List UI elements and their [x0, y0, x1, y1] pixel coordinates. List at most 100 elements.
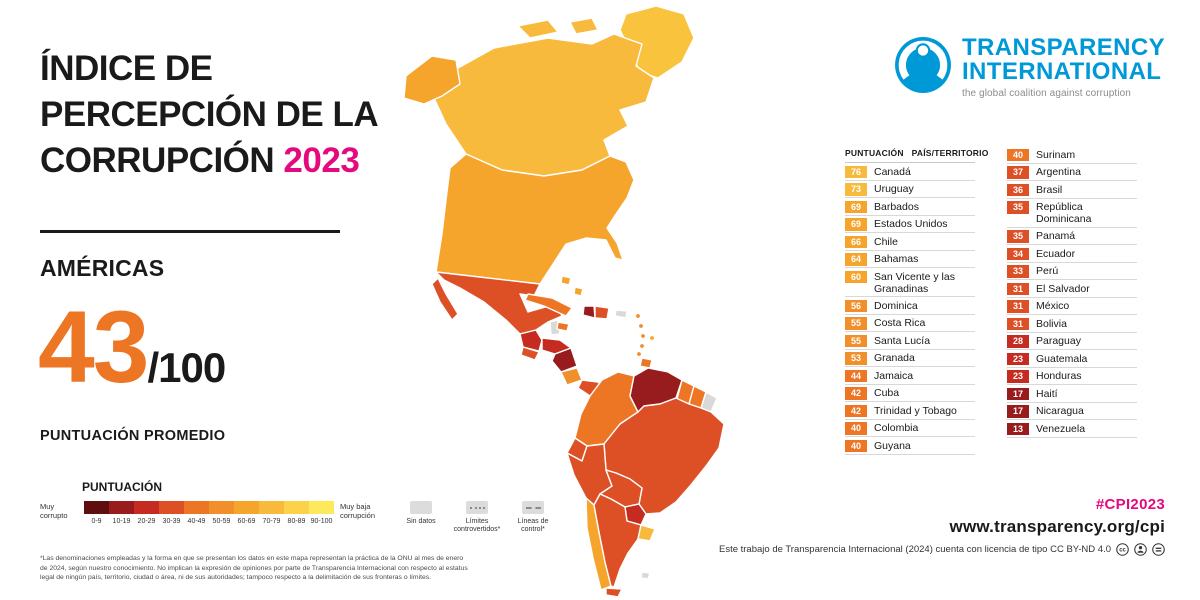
map-region-nicaragua — [551, 347, 578, 373]
table-row: 17 Haití — [1007, 385, 1137, 403]
logo-tagline: the global coalition against corruption — [961, 88, 1131, 99]
table-row: 56 Dominica — [845, 297, 975, 315]
map-region-cuba — [524, 293, 573, 317]
scale-bucket-40-49 — [184, 501, 209, 514]
legend-low-label: Muy corrupto — [40, 502, 68, 520]
table-header-country: PAÍS/TERRITORIO — [911, 148, 989, 158]
map-region-bahamas — [573, 286, 584, 297]
average-score: 43 /100 — [38, 290, 226, 404]
scale-bucket-30-39 — [159, 501, 184, 514]
table-row: 31 El Salvador — [1007, 280, 1137, 298]
legend-title: PUNTUACIÓN — [82, 480, 162, 494]
score-col-2: 40 Surinam 37 Argentina 36 Brasil 35 Rep… — [1007, 146, 1137, 455]
table-row: 35 Panamá — [1007, 228, 1137, 246]
table-row: 40 Colombia — [845, 420, 975, 438]
country-name: Jamaica — [874, 369, 914, 382]
country-name: San Vicente y las Granadinas — [874, 270, 955, 295]
footer-right: #CPI2023 www.transparency.org/cpi — [950, 496, 1165, 537]
score-badge: 13 — [1007, 422, 1029, 436]
map-region-tierra-del-fuego — [605, 587, 623, 598]
country-name: Estados Unidos — [874, 218, 948, 230]
country-name: Granada — [874, 352, 915, 365]
legend-high-label: Muy baja corrupción — [340, 502, 376, 520]
page-title: ÍNDICE DE PERCEPCIÓN DE LA CORRUPCIÓN 20… — [40, 46, 379, 185]
score-badge: 31 — [1007, 317, 1029, 331]
country-name: Argentina — [1036, 166, 1081, 178]
score-badge: 76 — [845, 165, 867, 178]
website-url[interactable]: www.transparency.org/cpi — [949, 517, 1165, 536]
americas-choropleth-map — [403, 5, 725, 598]
score-badge: 40 — [845, 422, 867, 435]
score-badge: 37 — [1007, 166, 1029, 179]
country-name: Panamá — [1036, 230, 1076, 243]
title-line-3: CORRUPCIÓN 2023 — [40, 138, 378, 184]
scale-tick-label: 60-69 — [237, 518, 256, 525]
scale-bucket-80-89 — [284, 501, 309, 514]
table-row: 23 Honduras — [1007, 368, 1137, 386]
score-badge: 42 — [845, 404, 867, 418]
table-row: 55 Santa Lucía — [845, 332, 975, 350]
map-region-costa-rica — [560, 367, 583, 386]
legend-scale-bar — [84, 501, 334, 514]
country-name: Barbados — [874, 200, 919, 213]
table-row: 42 Cuba — [845, 385, 975, 403]
map-region-falkland-islands — [640, 571, 651, 580]
score-badge: 69 — [845, 218, 867, 231]
table-row: 31 México — [1007, 298, 1137, 316]
scale-bucket-90-100 — [309, 501, 334, 514]
country-name: Guatemala — [1036, 352, 1088, 365]
table-row: 23 Guatemala — [1007, 350, 1137, 368]
score-badge: 55 — [845, 317, 867, 330]
country-name: Ecuador — [1036, 247, 1076, 260]
no-data-swatch — [410, 501, 432, 514]
table-row: 34 Ecuador — [1007, 245, 1137, 263]
scale-bucket-10-19 — [109, 501, 134, 514]
table-row: 17 Nicaragua — [1007, 403, 1137, 421]
map-region-argentina — [593, 493, 642, 588]
score-badge: 44 — [845, 369, 867, 383]
table-row: 69 Estados Unidos — [845, 216, 975, 233]
scale-tick-label: 70-79 — [262, 518, 281, 525]
country-name: Haití — [1036, 387, 1058, 400]
table-row: 66 Chile — [845, 233, 975, 251]
country-name: Brasil — [1036, 183, 1063, 196]
logo-name-line-2: INTERNATIONAL — [961, 58, 1162, 85]
legend: PUNTUACIÓN Muy corrupto 0-9 10-19 20-29 30-… — [40, 480, 560, 535]
scale-tick-label: 90-100 — [310, 518, 333, 525]
score-badge: 66 — [845, 235, 867, 248]
country-name: Santa Lucía — [874, 334, 931, 347]
scale-bucket-60-69 — [234, 501, 259, 514]
title-divider — [40, 230, 340, 233]
country-name: Cuba — [874, 387, 900, 400]
svg-text:cc: cc — [1119, 548, 1126, 554]
table-row: 76 Canadá — [845, 163, 975, 181]
table-row: 55 Costa Rica — [845, 315, 975, 333]
map-region-haiti — [582, 305, 596, 319]
score-badge: 17 — [1007, 387, 1029, 401]
control-swatch — [522, 501, 544, 514]
disputed-label: Límites controvertidos* — [453, 518, 501, 534]
table-row: 28 Paraguay — [1007, 333, 1137, 351]
score-badge: 17 — [1007, 405, 1029, 418]
country-name: Guyana — [874, 439, 911, 452]
score-badge: 23 — [1007, 370, 1029, 383]
scale-bucket-70-79 — [259, 501, 284, 514]
scale-tick-label: 80-89 — [287, 518, 306, 525]
country-name: Perú — [1036, 265, 1059, 278]
table-row: 37 Argentina — [1007, 164, 1137, 181]
country-name: Dominica — [874, 299, 918, 312]
map-region-guatemala — [519, 329, 543, 352]
table-row: 60 San Vicente y las Granadinas — [845, 268, 975, 298]
average-score-value: 43 — [38, 290, 149, 404]
scale-tick-label: 0-9 — [91, 518, 102, 525]
map-region-lesser-antilles — [637, 322, 645, 330]
legend-no-data: Sin datos — [398, 501, 444, 526]
score-badge: 73 — [845, 183, 867, 196]
dotted-line-icon — [469, 506, 485, 509]
score-badge: 55 — [845, 334, 867, 348]
score-badge: 23 — [1007, 352, 1029, 366]
logo-name-line-1: TRANSPARENCY — [961, 34, 1165, 61]
country-name: República Dominicana — [1036, 201, 1092, 226]
scale-tick-label: 50-59 — [212, 518, 231, 525]
